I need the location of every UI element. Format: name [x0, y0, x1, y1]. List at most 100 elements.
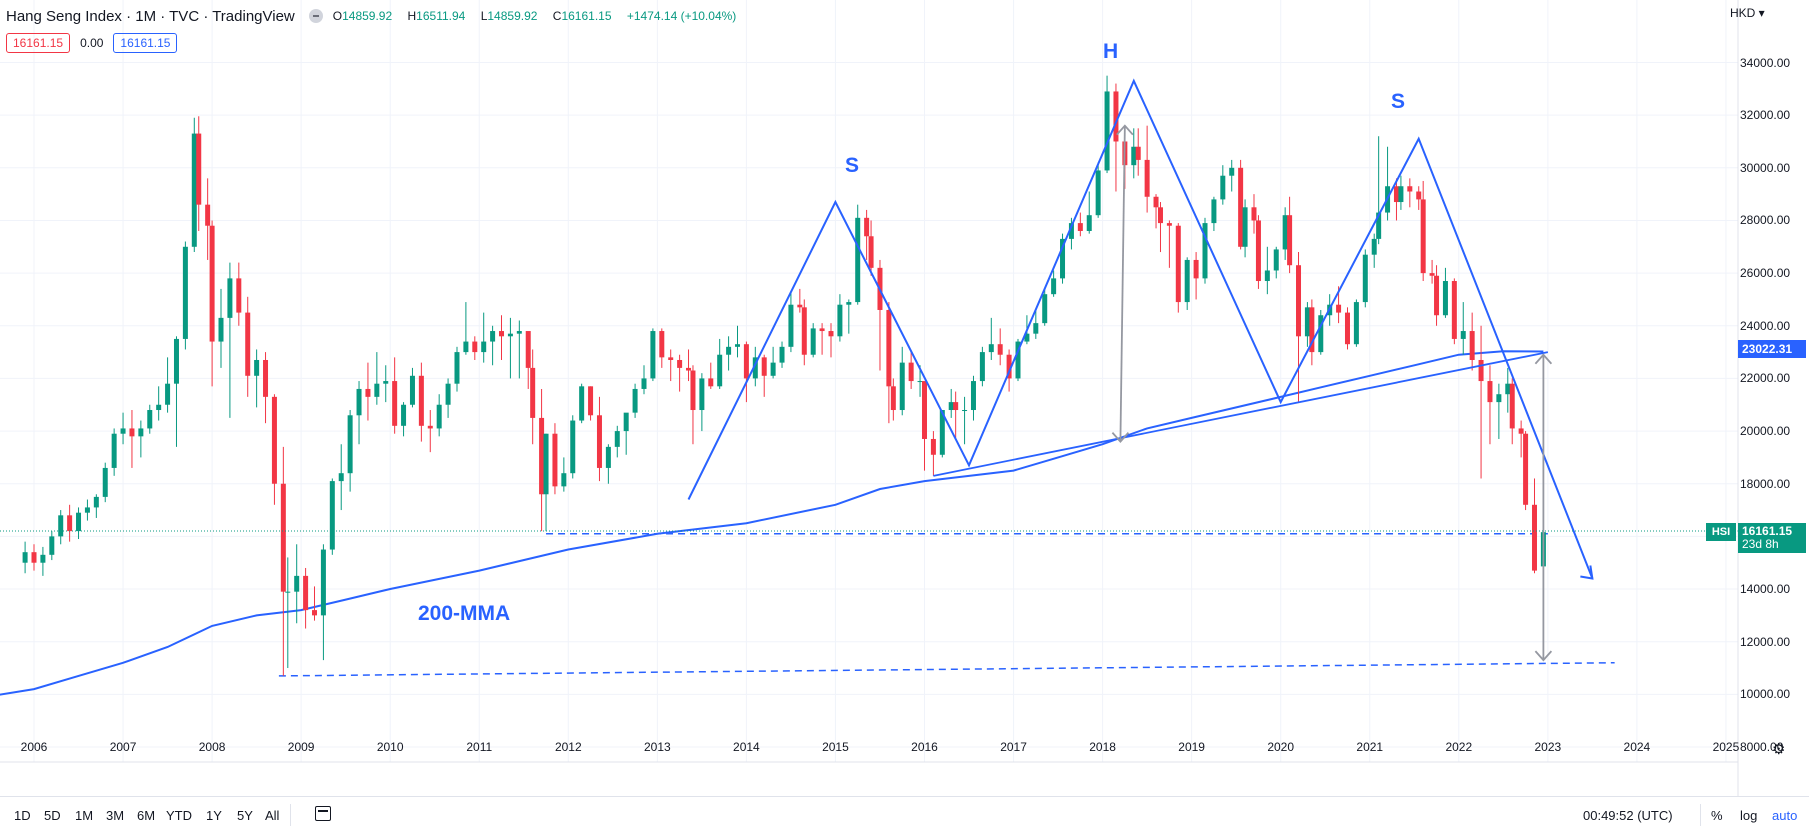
candle	[552, 423, 558, 495]
candle-body	[1193, 259, 1199, 279]
candle	[810, 323, 816, 358]
buy-button[interactable]: 16161.15	[113, 33, 178, 53]
candle	[988, 317, 994, 360]
candle	[677, 354, 683, 392]
time-tick-label: 2021	[1356, 740, 1384, 754]
time-tick-label: 2018	[1089, 740, 1116, 754]
candle-body	[392, 381, 398, 426]
candle	[1434, 265, 1440, 326]
timeframe-button-1y[interactable]: 1Y	[206, 808, 222, 823]
timeframe-button-5d[interactable]: 5D	[44, 808, 61, 823]
candle	[1229, 159, 1235, 192]
last-price-value: 16161.15	[1742, 524, 1793, 538]
timeframe-button-6m[interactable]: 6M	[137, 808, 156, 823]
candle	[76, 507, 82, 540]
calendar-icon[interactable]	[315, 806, 331, 821]
candle	[1042, 288, 1048, 326]
candle-body	[561, 473, 567, 487]
candle-body	[650, 331, 656, 379]
candle	[614, 425, 620, 458]
candle-body	[427, 425, 433, 429]
candle	[218, 288, 224, 368]
candle	[1376, 136, 1382, 245]
candle	[347, 410, 353, 492]
bottom-toolbar	[0, 796, 1809, 833]
candle	[1393, 178, 1399, 221]
time-tick-label: 2016	[911, 740, 938, 754]
candle	[908, 352, 914, 389]
candle-body	[84, 507, 90, 513]
candle	[970, 375, 976, 421]
gear-icon[interactable]: ⚙	[1772, 741, 1786, 758]
chart-grid	[0, 0, 1738, 762]
candle-body	[1006, 354, 1012, 379]
candle	[641, 365, 647, 395]
candle-body	[1460, 331, 1466, 339]
timeframe-button-ytd[interactable]: YTD	[166, 808, 192, 823]
time-tick-label: 2007	[109, 740, 137, 754]
candle-body	[401, 404, 407, 426]
candle	[436, 394, 442, 437]
timeframe-button-1m[interactable]: 1M	[75, 808, 94, 823]
candle-body	[205, 204, 211, 226]
candle	[31, 544, 37, 571]
candle-body	[552, 433, 558, 487]
utc-clock[interactable]: 00:49:52 (UTC)	[1583, 808, 1673, 823]
last-price-label: 16161.15 23d 8h	[1738, 523, 1806, 553]
candle-body	[191, 133, 197, 247]
toolbar-divider-right	[1700, 804, 1701, 826]
candle	[138, 420, 144, 458]
candle	[752, 346, 758, 387]
candle-body	[1309, 307, 1315, 353]
timeframe-button-1d[interactable]: 1D	[14, 808, 31, 823]
eye-icon[interactable]	[308, 9, 323, 23]
candle	[930, 431, 936, 476]
candle-body	[1407, 186, 1413, 192]
candle-body	[120, 428, 126, 434]
candle-body	[472, 341, 478, 353]
chevron-down-icon: ▾	[1755, 6, 1765, 20]
auto-toggle[interactable]: auto	[1772, 808, 1798, 823]
log-toggle[interactable]: log	[1740, 808, 1758, 823]
candle	[294, 544, 300, 624]
symbol-title[interactable]: Hang Seng Index · 1M · TVC · TradingView	[6, 7, 295, 25]
candle-body	[530, 367, 536, 418]
candle	[605, 444, 611, 484]
sell-button[interactable]: 16161.15	[6, 33, 71, 53]
low-value: 14859.92	[487, 9, 538, 23]
timeframe-button-3m[interactable]: 3M	[106, 808, 125, 823]
candle-body	[227, 278, 233, 318]
candle-body	[570, 420, 576, 474]
candle-body	[182, 246, 188, 339]
candle	[320, 544, 326, 661]
currency-selector[interactable]: HKD ▾	[1730, 6, 1765, 20]
candle	[699, 373, 705, 432]
candle	[1264, 246, 1270, 295]
timeframe-button-5y[interactable]: 5Y	[237, 808, 253, 823]
candle-body	[1304, 307, 1310, 337]
candle-body	[1487, 381, 1493, 403]
price-tick-label: 10000.00	[1740, 687, 1791, 702]
symbol-tag: HSI	[1706, 523, 1736, 541]
candle-body	[677, 359, 683, 368]
candle	[953, 391, 959, 439]
candle	[717, 338, 723, 389]
candle	[1429, 259, 1435, 284]
candle-body	[1086, 215, 1092, 231]
time-tick-label: 2014	[733, 740, 760, 754]
candle	[490, 325, 496, 366]
high-value: 16511.94	[416, 9, 466, 23]
candle	[877, 259, 883, 371]
percent-toggle[interactable]: %	[1711, 808, 1723, 823]
time-tick-label: 2025	[1712, 740, 1740, 754]
timeframe-button-all[interactable]: All	[265, 808, 280, 823]
candle-body	[1318, 315, 1324, 353]
candle-body	[1287, 215, 1293, 266]
candle-body	[40, 554, 46, 563]
candle	[770, 346, 776, 379]
candle-body	[1135, 146, 1141, 160]
candle-body	[499, 331, 505, 337]
candle	[40, 546, 46, 576]
candle	[1095, 162, 1101, 218]
